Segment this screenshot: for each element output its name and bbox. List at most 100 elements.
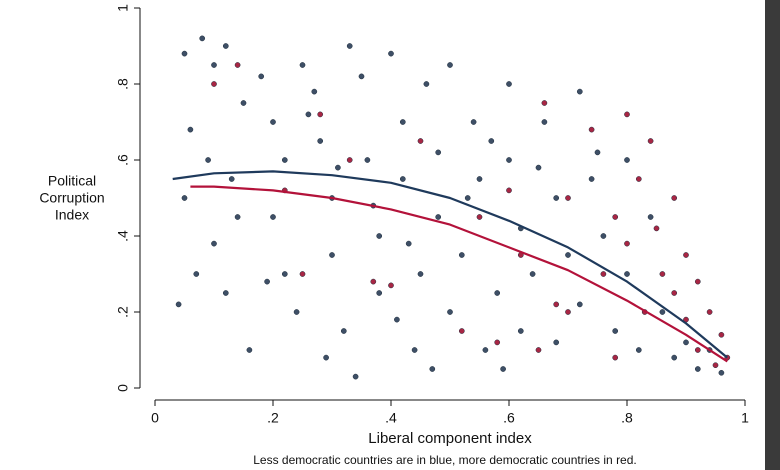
point xyxy=(553,301,560,308)
point xyxy=(370,278,377,285)
point xyxy=(405,240,412,247)
point xyxy=(576,301,583,308)
point xyxy=(429,366,436,372)
y-tick-label: .6 xyxy=(115,154,131,166)
point xyxy=(234,214,241,220)
point xyxy=(635,347,642,353)
point xyxy=(541,100,548,106)
point xyxy=(364,157,371,163)
point xyxy=(175,301,182,308)
point xyxy=(659,271,666,277)
point xyxy=(671,195,678,201)
point xyxy=(211,240,217,247)
point xyxy=(612,354,619,361)
point xyxy=(228,176,235,182)
point xyxy=(647,214,654,220)
point xyxy=(706,309,713,315)
point xyxy=(712,362,719,369)
point xyxy=(494,339,501,346)
point xyxy=(612,214,619,220)
point xyxy=(600,233,607,239)
point xyxy=(205,157,211,163)
point xyxy=(352,373,359,380)
point xyxy=(394,316,400,323)
point xyxy=(187,126,194,133)
point xyxy=(553,339,560,346)
point xyxy=(517,328,524,334)
point xyxy=(624,111,630,118)
point xyxy=(464,195,471,201)
point xyxy=(470,119,477,125)
fit-line xyxy=(172,170,729,359)
x-axis-label: Liberal component index xyxy=(368,430,532,447)
x-tick-label: .4 xyxy=(385,410,397,426)
point xyxy=(211,81,217,87)
side-border xyxy=(765,0,780,470)
point xyxy=(376,290,383,296)
point xyxy=(417,138,424,144)
point xyxy=(647,138,654,144)
point xyxy=(588,126,595,133)
point xyxy=(588,176,595,182)
point xyxy=(694,278,701,285)
point xyxy=(299,62,306,68)
point xyxy=(576,88,583,95)
point xyxy=(600,271,607,277)
point xyxy=(376,233,383,239)
point xyxy=(335,164,341,171)
x-tick-label: .2 xyxy=(267,410,279,426)
point xyxy=(329,252,335,258)
point xyxy=(476,214,483,220)
point xyxy=(388,282,394,289)
point xyxy=(311,88,318,95)
point xyxy=(718,331,725,338)
point xyxy=(299,271,306,277)
point xyxy=(447,309,453,315)
point xyxy=(199,35,206,42)
point xyxy=(506,81,512,87)
point xyxy=(358,73,365,80)
point xyxy=(346,157,353,163)
point xyxy=(683,339,689,346)
point xyxy=(565,309,571,315)
point xyxy=(476,176,483,182)
point xyxy=(317,138,324,144)
point xyxy=(541,119,548,125)
point xyxy=(240,100,247,106)
point xyxy=(399,176,406,182)
point xyxy=(411,347,418,353)
fit-line xyxy=(190,185,728,363)
point xyxy=(612,328,619,334)
point xyxy=(317,111,324,118)
y-tick-label: .2 xyxy=(115,306,131,318)
point xyxy=(482,347,489,353)
y-axis-label: Index xyxy=(55,207,89,223)
point xyxy=(181,195,188,201)
note: Less democratic countries are in blue, m… xyxy=(253,453,637,467)
x-tick-label: 1 xyxy=(741,410,749,426)
point xyxy=(671,354,678,361)
point xyxy=(388,50,394,57)
point xyxy=(399,119,406,125)
point xyxy=(653,225,660,232)
y-tick-label: .8 xyxy=(115,78,131,90)
point xyxy=(193,271,200,277)
point xyxy=(323,354,329,361)
point xyxy=(694,366,701,372)
point xyxy=(565,252,571,258)
point xyxy=(594,149,601,156)
point xyxy=(506,187,512,194)
y-tick-label: 1 xyxy=(115,4,131,12)
y-tick-label: .4 xyxy=(115,230,131,242)
point xyxy=(506,157,512,163)
y-tick-label: 0 xyxy=(115,384,131,392)
x-tick-label: .6 xyxy=(503,410,515,426)
point xyxy=(281,271,288,277)
point xyxy=(417,271,424,277)
point xyxy=(447,62,453,68)
point xyxy=(494,290,501,296)
point xyxy=(264,278,270,285)
point xyxy=(624,240,630,247)
